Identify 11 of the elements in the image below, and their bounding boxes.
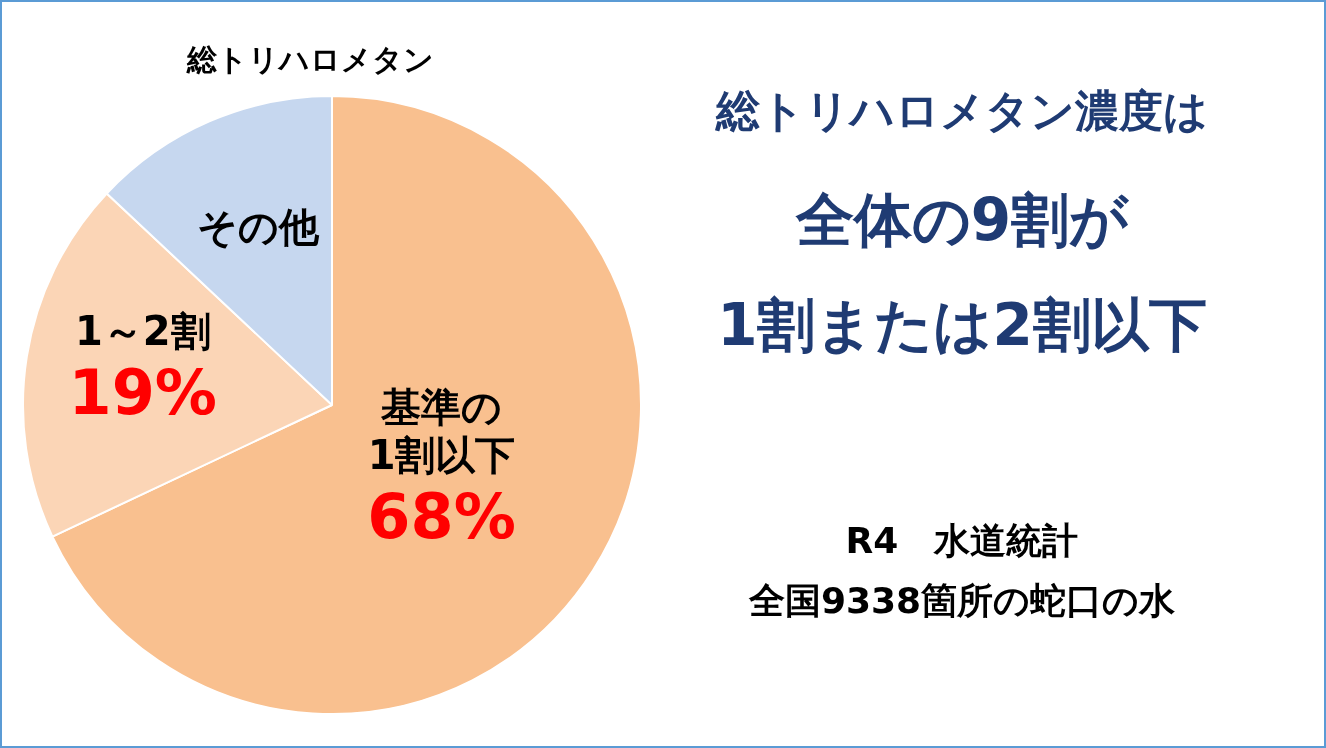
slice-label: 基準の 1割以下 — [367, 383, 516, 478]
data-label: 19% — [68, 356, 217, 430]
slice-label: その他 — [197, 204, 321, 251]
data-label: 68% — [367, 479, 516, 553]
text: 1割または2割以下 — [716, 290, 1208, 361]
text: 総トリハロメタン濃度は — [714, 84, 1209, 138]
slice-label: 1～2割 — [74, 308, 211, 355]
text: R4 水道統計 — [844, 519, 1080, 563]
chart-title: 総トリハロメタン — [187, 41, 434, 79]
text: 全体の9割が — [794, 185, 1130, 256]
text: 全国9338箇所の蛇口の水 — [747, 579, 1177, 623]
